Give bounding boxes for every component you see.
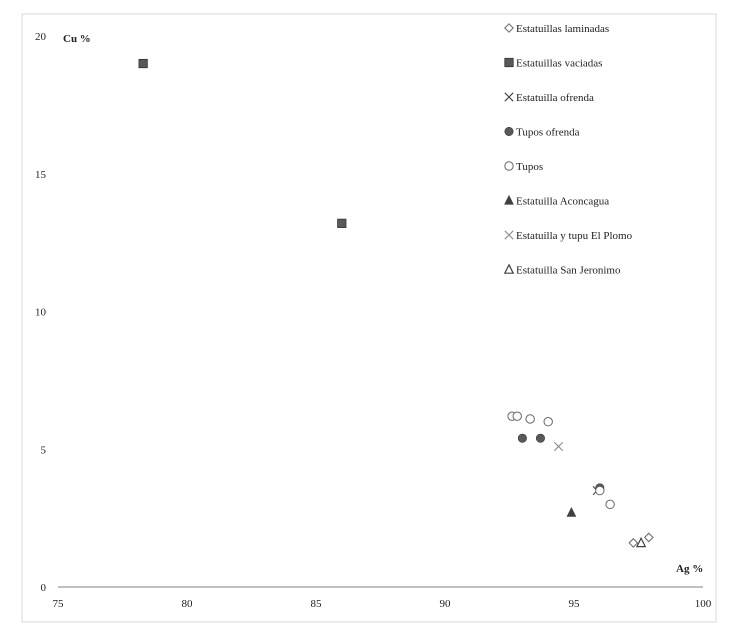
data-point [543,417,553,427]
data-point [512,411,522,421]
y-tick-label: 0 [41,582,47,594]
y-tick-label: 15 [35,169,47,181]
x-tick-label: 95 [569,598,581,610]
data-point [553,441,564,452]
legend-marker [504,57,514,68]
y-tick-label: 5 [41,444,47,456]
y-tick-labels: 0 5 10 15 20 [35,31,47,594]
legend-label: Estatuilla y tupu El Plomo [516,230,633,242]
data-point [138,58,148,69]
legend-label: Estatuilla ofrenda [516,92,594,104]
legend-marker [503,263,515,274]
legend-marker [504,92,514,102]
data-point [566,507,577,517]
legend-item: Estatuilla y tupu El Plomo [504,230,633,242]
legend-item: Estatuilla ofrenda [504,92,594,104]
legend-item: Tupos ofrenda [504,127,580,139]
chart-frame [21,13,717,623]
legend-label: Tupos [516,161,543,173]
data-point [517,433,527,443]
legend-marker [504,23,514,33]
x-tick-label: 80 [182,598,194,610]
y-tick-label: 10 [35,307,47,319]
data-point [635,536,647,548]
legend-marker [504,161,514,171]
legend-item: Estatuilla San Jeronimo [503,263,621,277]
data-point [525,414,535,424]
data-point [595,485,605,496]
y-axis-title: Cu % [63,33,91,45]
data-point [605,499,615,510]
legend-marker [504,230,514,240]
legend-label: Estatuillas vaciadas [516,58,602,70]
legend-label: Tupos ofrenda [516,127,580,139]
data-point [643,532,654,543]
data-point [535,433,545,443]
legend-label: Estatuilla Aconcagua [516,196,609,208]
legend-item: Tupos [504,161,543,173]
legend-item: Estatuilla Aconcagua [504,194,609,208]
legend-item: Estatuillas laminadas [504,23,609,35]
x-tick-label: 100 [695,598,712,610]
x-tick-label: 75 [53,598,65,610]
x-tick-labels: 75 80 85 90 95 100 [53,598,712,610]
x-axis-title: Ag % [676,563,703,575]
data-point [337,218,347,228]
legend: Estatuillas laminadas Estatuillas vaciada… [503,23,633,277]
x-tick-label: 90 [440,598,452,610]
legend-label: Estatuillas laminadas [516,23,609,35]
legend-item: Estatuillas vaciadas [504,57,602,70]
legend-marker [504,194,514,205]
data-points [138,58,654,548]
x-tick-label: 85 [311,598,323,610]
legend-marker [504,127,514,137]
data-point [628,538,639,548]
legend-label: Estatuilla San Jeronimo [516,265,621,277]
y-tick-label: 20 [35,31,47,43]
